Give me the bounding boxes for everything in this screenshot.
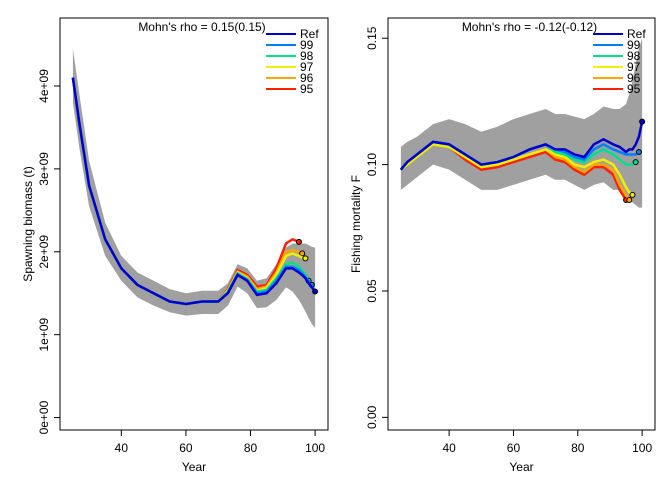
legend-label: 97 xyxy=(627,60,641,74)
y-tick-label: 1e+09 xyxy=(37,317,51,351)
end-point xyxy=(295,238,302,245)
end-point xyxy=(639,118,646,125)
plot-box xyxy=(59,17,329,431)
legend-label: 99 xyxy=(300,38,314,52)
confidence-band xyxy=(400,38,643,208)
legend-label: 98 xyxy=(300,49,314,63)
legend-label: Ref xyxy=(627,27,646,41)
y-tick-label: 0.10 xyxy=(365,153,379,177)
legend-label: 95 xyxy=(627,82,641,96)
x-axis-label: Year xyxy=(182,460,206,474)
end-point xyxy=(629,191,636,198)
legend-label: 99 xyxy=(627,38,641,52)
series-line xyxy=(71,77,300,306)
x-tick-label: 100 xyxy=(305,441,325,455)
x-tick-label: 60 xyxy=(179,441,193,455)
y-axis-label: Fishing mortality F xyxy=(349,175,363,273)
legend-label: 96 xyxy=(627,71,641,85)
y-tick-label: 3e+09 xyxy=(37,152,51,186)
end-point xyxy=(635,148,642,155)
chart-title: Mohn's rho = 0.15(0.15) xyxy=(138,20,265,34)
legend-label: 96 xyxy=(300,71,314,85)
y-tick-label: 4e+09 xyxy=(37,69,51,103)
x-tick-label: 80 xyxy=(244,441,258,455)
legend-label: 98 xyxy=(627,49,641,63)
series-line xyxy=(71,77,317,306)
x-axis-label: Year xyxy=(509,460,533,474)
end-point xyxy=(626,196,633,203)
series-line xyxy=(400,143,634,196)
series-line xyxy=(71,77,306,306)
y-tick-label: 0.00 xyxy=(365,405,379,429)
end-point xyxy=(299,250,306,257)
x-tick-label: 100 xyxy=(632,441,652,455)
x-tick-label: 40 xyxy=(115,441,129,455)
end-point xyxy=(312,288,319,295)
y-tick-label: 0.15 xyxy=(365,26,379,50)
x-tick-label: 80 xyxy=(571,441,585,455)
chart-title: Mohn's rho = -0.12(-0.12) xyxy=(462,20,597,34)
x-tick-label: 40 xyxy=(442,441,456,455)
y-tick-label: 0.05 xyxy=(365,279,379,303)
y-tick-label: 0e+00 xyxy=(37,400,51,434)
legend-label: Ref xyxy=(300,27,319,41)
series-line xyxy=(71,77,303,306)
legend-label: 97 xyxy=(300,60,314,74)
x-tick-label: 60 xyxy=(507,441,521,455)
series-line xyxy=(399,121,644,171)
end-point xyxy=(302,255,309,262)
y-axis-label: Spawning biomass (t) xyxy=(21,166,35,281)
y-tick-label: 2e+09 xyxy=(37,235,51,269)
legend-label: 95 xyxy=(300,82,314,96)
confidence-band xyxy=(72,48,316,329)
plot-box xyxy=(387,17,656,431)
end-point xyxy=(632,159,639,166)
